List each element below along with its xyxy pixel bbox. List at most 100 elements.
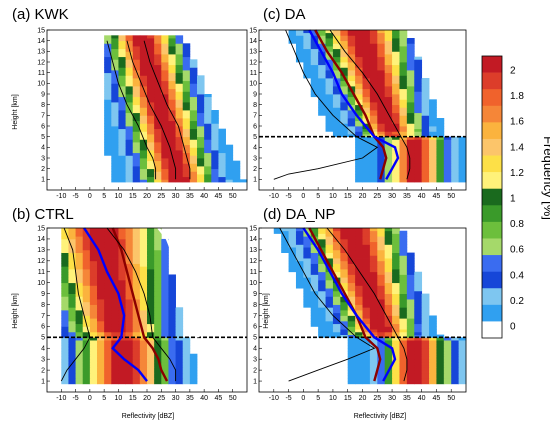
cfad-cell <box>384 62 393 66</box>
cfad-cell <box>175 139 184 143</box>
cfad-cell <box>154 318 162 322</box>
cfad-cell <box>332 123 341 127</box>
cfad-cell <box>61 307 69 311</box>
cfad-cell <box>68 337 76 341</box>
cfad-cell <box>451 136 459 140</box>
cfad-cell <box>89 356 98 360</box>
cfad-cell <box>104 128 112 132</box>
cfad-cell <box>168 288 176 292</box>
cfad-cell <box>161 279 169 284</box>
cfad-cell <box>436 134 445 138</box>
profile-line-black <box>106 227 177 382</box>
cfad-cell <box>355 64 363 68</box>
profile-line-black <box>329 29 411 180</box>
cfad-cell <box>211 120 219 124</box>
cfad-cell <box>132 375 141 379</box>
cfad-cell <box>189 139 198 143</box>
cfad-cell <box>310 266 319 270</box>
cfad-cell <box>384 285 393 289</box>
y-tick-label: 1 <box>41 378 45 385</box>
cfad-cell <box>197 171 205 175</box>
cfad-cell <box>147 244 155 248</box>
cfad-cell <box>175 48 184 52</box>
cfad-cell <box>310 318 319 322</box>
y-tick-label: 5 <box>41 335 45 342</box>
cfad-cell <box>369 285 378 289</box>
cfad-cell <box>118 120 126 124</box>
cfad-cell <box>125 367 134 371</box>
cfad-cell <box>355 361 363 366</box>
cfad-cell <box>451 340 459 344</box>
cfad-cell <box>355 147 363 151</box>
cfad-cell <box>384 88 393 92</box>
cfad-cell <box>89 375 98 379</box>
cfad-cell <box>325 241 334 245</box>
cfad-cell <box>310 304 319 308</box>
cfad-cell <box>443 340 452 344</box>
cfad-cell <box>399 131 408 135</box>
cfad-cell <box>362 269 371 273</box>
cfad-cell <box>340 285 349 289</box>
cfad-cell <box>218 144 226 148</box>
cfad-cell <box>414 174 423 178</box>
cfad-cell <box>458 144 467 148</box>
colorbar-label: 1.2 <box>510 168 524 179</box>
cfad-cell <box>218 179 226 183</box>
cfad-cell <box>147 334 155 338</box>
cfad-cell <box>369 269 378 273</box>
cfad-cell <box>414 115 423 119</box>
cfad-cell <box>347 334 356 338</box>
cfad-cell <box>347 78 356 82</box>
cfad-cell <box>197 96 205 100</box>
cfad-cell <box>97 279 105 284</box>
cfad-cell <box>75 331 84 335</box>
cfad-cell <box>111 375 119 379</box>
cfad-cell <box>362 361 371 366</box>
cfad-cell <box>189 367 198 371</box>
cfad-cell <box>139 115 148 119</box>
cfad-cell <box>325 32 334 36</box>
cfad-cell <box>118 315 126 319</box>
cfad-cell <box>325 266 334 270</box>
panel-b-title: (b) CTRL <box>12 206 74 223</box>
cfad-cell <box>139 304 148 308</box>
cfad-cell <box>68 299 76 303</box>
cfad-cell <box>369 375 378 379</box>
cfad-cell <box>369 353 378 357</box>
cfad-cell <box>154 375 162 379</box>
cfad-cell <box>147 285 155 289</box>
cfad-cell <box>451 351 459 355</box>
cfad-cell <box>204 163 212 167</box>
cfad-cell <box>355 293 363 297</box>
cfad-cell <box>97 359 105 363</box>
cfad-cell <box>182 345 191 349</box>
cfad-cell <box>392 255 400 259</box>
cfad-cell <box>125 75 134 79</box>
cfad-cell <box>61 331 69 335</box>
cfad-cell <box>61 258 69 262</box>
cfad-cell <box>168 364 176 368</box>
cfad-cell <box>369 51 378 55</box>
cfad-cell <box>369 144 378 148</box>
cfad-cell <box>332 32 341 36</box>
cfad-cell <box>429 361 437 366</box>
cfad-cell <box>132 155 141 159</box>
cfad-cell <box>61 348 69 352</box>
cfad-cell <box>429 158 437 162</box>
cfad-cell <box>68 378 76 382</box>
cfad-cell <box>104 91 112 95</box>
cfad-cell <box>139 260 148 264</box>
cfad-cell <box>332 40 341 44</box>
cfad-cell <box>68 288 76 292</box>
cfad-cell <box>168 282 176 286</box>
cfad-cell <box>232 160 241 164</box>
cfad-cell <box>68 279 76 284</box>
cfad-cell <box>392 70 400 74</box>
cfad-cell <box>68 260 76 264</box>
cfad-cell <box>377 331 386 335</box>
cfad-cell <box>61 364 69 368</box>
cfad-cell <box>429 179 437 183</box>
cfad-cell <box>118 293 126 297</box>
cfad-cell <box>111 104 119 108</box>
cfad-cell <box>139 271 148 275</box>
